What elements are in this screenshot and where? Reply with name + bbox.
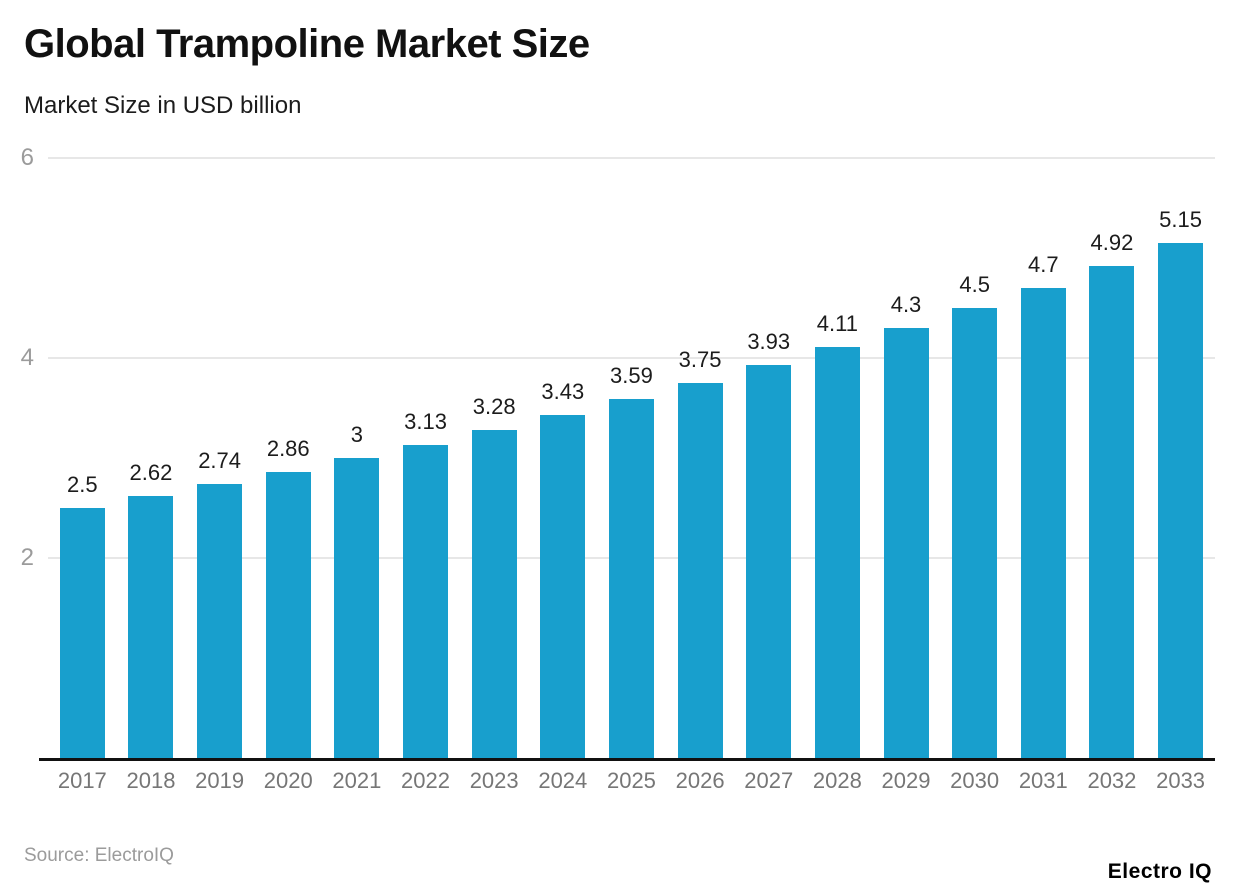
bar-value-label: 2.62 <box>129 460 173 485</box>
bar <box>1020 288 1066 758</box>
bar-value-label: 3.43 <box>541 379 585 404</box>
brand-logo: Electro IQ <box>1107 860 1212 883</box>
chart-subtitle: Market Size in USD billion <box>24 92 302 119</box>
bar-value-label: 4.92 <box>1090 230 1134 255</box>
bar-value-label: 3 <box>350 422 363 447</box>
bar <box>59 508 105 758</box>
bar-column: 3.43 <box>528 379 597 758</box>
bar-value-label: 2.74 <box>198 448 242 473</box>
bar-column: 3.93 <box>734 329 803 758</box>
bar-column: 2.62 <box>117 460 186 758</box>
bar-value-label: 4.11 <box>816 311 858 336</box>
bar-column: 5.15 <box>1146 207 1215 758</box>
x-axis-label: 2029 <box>881 768 931 793</box>
bar-value-label: 4.3 <box>890 292 922 317</box>
x-axis-label: 2022 <box>401 768 450 793</box>
bar-value-label: 3.13 <box>404 409 447 434</box>
x-axis-label: 2021 <box>332 768 382 793</box>
x-axis-label: 2018 <box>126 768 176 793</box>
x-axis-labels: 2017 2018 2019 2020 2021 2022 2023 2024 2025 2026… <box>48 768 1215 794</box>
bar-column: 4.3 <box>872 292 941 758</box>
bar-column: 3 <box>323 422 392 758</box>
gridline <box>48 357 1215 359</box>
x-axis-line <box>39 758 1215 761</box>
bar-value-label: 3.59 <box>610 363 653 388</box>
x-axis-label: 2017 <box>57 768 107 793</box>
x-axis-label: 2033 <box>1156 768 1206 793</box>
chart-title: Global Trampoline Market Size <box>24 22 590 66</box>
bar-value-label: 2.5 <box>67 472 98 497</box>
bar-value-label: 4.7 <box>1027 252 1059 277</box>
x-axis-label: 2024 <box>538 768 588 793</box>
bar-value-label: 3.28 <box>472 394 516 419</box>
bar-value-label: 4.5 <box>959 272 990 297</box>
source-label: Source: ElectroIQ <box>24 845 174 866</box>
bar-column: 3.59 <box>597 363 666 758</box>
x-axis-label: 2020 <box>263 768 313 793</box>
bar-column: 2.86 <box>254 436 323 758</box>
bar <box>334 458 380 758</box>
bar-value-label: 3.93 <box>747 329 791 354</box>
bar <box>265 472 311 758</box>
y-axis-tick-label: 6 <box>20 144 34 171</box>
bar-column: 3.28 <box>460 394 529 758</box>
x-axis-label: 2031 <box>1018 768 1068 793</box>
x-axis-label: 2030 <box>950 768 1000 793</box>
bar <box>608 399 654 758</box>
x-axis-label: 2027 <box>744 768 794 793</box>
bar <box>403 445 449 758</box>
bar-value-label: 2.86 <box>266 436 310 461</box>
y-axis-tick-label: 2 <box>20 544 34 571</box>
bar-series: 2.5 2.62 2.74 2.86 3 3.13 3.28 3.43 3.59 3.75 3.93… <box>48 158 1215 758</box>
x-axis-label: 2023 <box>469 768 519 793</box>
bar <box>471 430 517 758</box>
bar-column: 4.7 <box>1009 252 1078 758</box>
bar-column: 3.13 <box>391 409 460 758</box>
bar-value-label: 3.75 <box>678 347 722 372</box>
bar <box>883 328 929 758</box>
bar <box>540 415 586 758</box>
bar <box>1089 266 1135 758</box>
bar <box>1158 243 1204 758</box>
bar <box>197 484 243 758</box>
bar <box>677 383 723 758</box>
bar-column: 4.5 <box>940 272 1009 758</box>
bar-value-label: 5.15 <box>1159 207 1202 232</box>
x-axis-label: 2019 <box>195 768 245 793</box>
bar-column: 3.75 <box>666 347 735 758</box>
x-axis-label: 2026 <box>675 768 725 793</box>
y-axis-tick-label: 4 <box>20 344 34 371</box>
gridline <box>48 157 1215 159</box>
x-axis-label: 2032 <box>1087 768 1137 793</box>
x-axis-label: 2028 <box>812 768 862 793</box>
plot-area: 2.5 2.62 2.74 2.86 3 3.13 3.28 3.43 3.59 3.75 3.93… <box>21 146 1215 761</box>
bar <box>128 496 174 758</box>
x-axis-label: 2025 <box>606 768 656 793</box>
bar <box>746 365 792 758</box>
bar <box>952 308 998 758</box>
bar-column: 4.11 <box>803 311 872 758</box>
bar-column: 4.92 <box>1078 230 1147 758</box>
bar-column: 2.74 <box>185 448 254 758</box>
bar <box>814 347 860 758</box>
bar-column: 2.5 <box>48 472 117 758</box>
